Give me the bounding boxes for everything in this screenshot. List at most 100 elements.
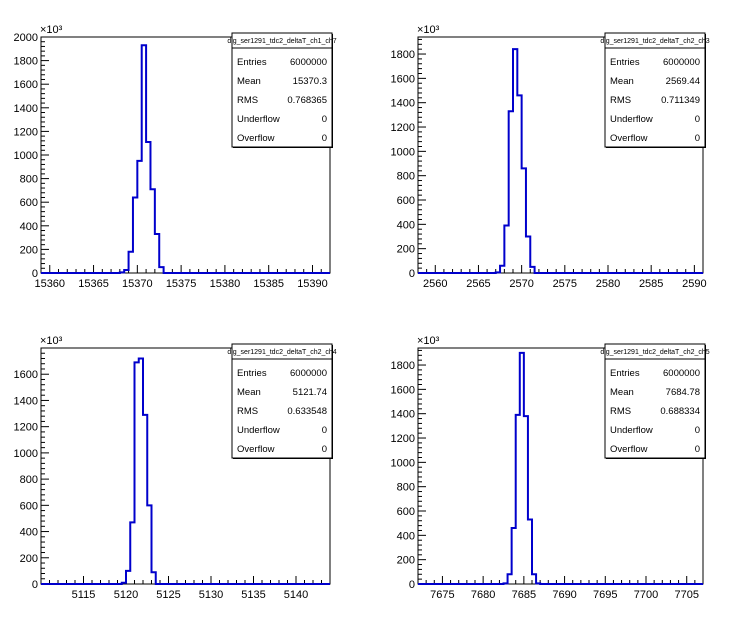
stats-title: dig_ser1291_tdc2_deltaT_ch2_ch5 — [600, 349, 709, 356]
stats-label: RMS — [237, 95, 258, 106]
histogram-bar — [135, 362, 139, 584]
stats-label: Overflow — [610, 444, 648, 455]
stats-value: 2569.44 — [666, 76, 700, 87]
y-tick-label: 1000 — [14, 448, 38, 460]
histogram-panel-2: 0 200 400 600 800 1000 1200 1400 1600 1800 2560 256… — [391, 24, 710, 290]
stats-value: 6000000 — [290, 368, 327, 379]
histogram-bar — [129, 252, 133, 273]
histogram-bar — [500, 266, 504, 273]
histogram-bar — [513, 49, 517, 273]
x-tick-label: 7685 — [512, 589, 536, 601]
y-tick-label: 0 — [32, 579, 38, 591]
stats-value: 0 — [322, 133, 327, 144]
y-tick-label: 1400 — [14, 395, 38, 407]
x-tick-label: 15380 — [210, 278, 241, 290]
stats-value: 6000000 — [290, 57, 327, 68]
histogram-bar — [528, 520, 532, 584]
stats-label: Entries — [610, 57, 640, 68]
stats-label: Mean — [610, 387, 634, 398]
y-tick-label: 1600 — [391, 384, 415, 396]
x-tick-label: 2560 — [423, 278, 447, 290]
y-tick-label: 1400 — [14, 103, 38, 115]
y-tick-label: 800 — [20, 474, 38, 486]
stats-value: 0 — [322, 444, 327, 455]
y-tick-label: 400 — [20, 527, 38, 539]
stats-value: 0.633548 — [287, 406, 327, 417]
histogram-bar — [508, 574, 512, 584]
histogram-bar — [155, 234, 159, 273]
stats-title: dig_ser1291_tdc2_deltaT_ch2_ch4 — [227, 349, 336, 356]
stats-label: Underflow — [610, 425, 653, 436]
histogram-bar — [152, 572, 156, 584]
histogram-bar — [150, 189, 154, 273]
stats-title: dig_ser1291_tdc2_deltaT_ch1_ch7 — [227, 38, 336, 45]
stats-label: RMS — [610, 95, 631, 106]
histogram-bar — [496, 272, 500, 273]
stats-value: 7684.78 — [666, 387, 700, 398]
histogram-bar — [130, 522, 134, 584]
stats-label: Underflow — [237, 114, 280, 125]
x-tick-label: 5135 — [241, 589, 265, 601]
histogram-line — [418, 351, 703, 585]
histogram-bar — [524, 416, 528, 584]
y-tick-label: 1400 — [391, 98, 415, 110]
y-tick-label: 600 — [20, 197, 38, 209]
y-tick-label: 1800 — [391, 49, 415, 61]
stats-value: 0 — [695, 425, 700, 436]
y-tick-label: 200 — [397, 244, 415, 256]
histogram-bar — [146, 142, 150, 273]
y-tick-label: 1800 — [391, 360, 415, 372]
x-tick-label: 2570 — [509, 278, 533, 290]
stats-value: 0 — [695, 133, 700, 144]
histogram-line — [41, 44, 330, 274]
stats-label: Entries — [237, 57, 267, 68]
stats-value: 0 — [695, 444, 700, 455]
x-tick-label: 5125 — [156, 589, 180, 601]
y-tick-label: 0 — [409, 268, 415, 280]
y-multiplier-label: ×10³ — [40, 335, 63, 347]
x-tick-label: 5140 — [284, 589, 308, 601]
y-tick-label: 200 — [20, 244, 38, 256]
histogram-bar — [526, 237, 530, 273]
histogram-bar — [516, 415, 520, 584]
stats-value: 0.711349 — [661, 95, 700, 106]
stats-box — [231, 32, 333, 148]
stats-label: Entries — [610, 368, 640, 379]
y-tick-label: 0 — [32, 268, 38, 280]
x-tick-label: 5115 — [72, 589, 96, 601]
histogram-bar — [504, 583, 508, 584]
histogram-bar — [137, 161, 141, 273]
histogram-bar — [530, 267, 534, 273]
y-tick-label: 1000 — [391, 146, 415, 158]
stats-label: RMS — [237, 406, 258, 417]
x-tick-label: 2585 — [639, 278, 663, 290]
histogram-bar — [159, 267, 163, 273]
histogram-line — [418, 48, 703, 274]
x-tick-label: 7675 — [430, 589, 454, 601]
y-tick-label: 1600 — [391, 73, 415, 85]
x-tick-label: 7705 — [674, 589, 698, 601]
x-tick-label: 5120 — [114, 589, 138, 601]
histogram-bar — [532, 574, 536, 584]
x-tick-label: 2575 — [553, 278, 577, 290]
y-tick-label: 600 — [397, 195, 415, 207]
stats-box — [604, 32, 706, 148]
y-tick-label: 800 — [397, 482, 415, 494]
y-tick-label: 1600 — [14, 79, 38, 91]
stats-value: 0 — [322, 425, 327, 436]
histogram-bar — [520, 353, 524, 584]
histogram-bar — [139, 358, 143, 584]
y-tick-label: 200 — [20, 553, 38, 565]
y-tick-label: 200 — [397, 555, 415, 567]
stats-value: 0 — [322, 114, 327, 125]
x-tick-label: 15390 — [297, 278, 328, 290]
histogram-bar — [147, 505, 151, 584]
stats-label: Underflow — [610, 114, 653, 125]
y-tick-label: 1200 — [14, 422, 38, 434]
y-tick-label: 1600 — [14, 369, 38, 381]
stats-label: Mean — [237, 76, 261, 87]
y-tick-label: 1800 — [14, 56, 38, 68]
x-tick-label: 7680 — [471, 589, 495, 601]
histogram-panel-4: 0 200 400 600 800 1000 1200 1400 1600 1800 7675 768… — [391, 335, 710, 601]
